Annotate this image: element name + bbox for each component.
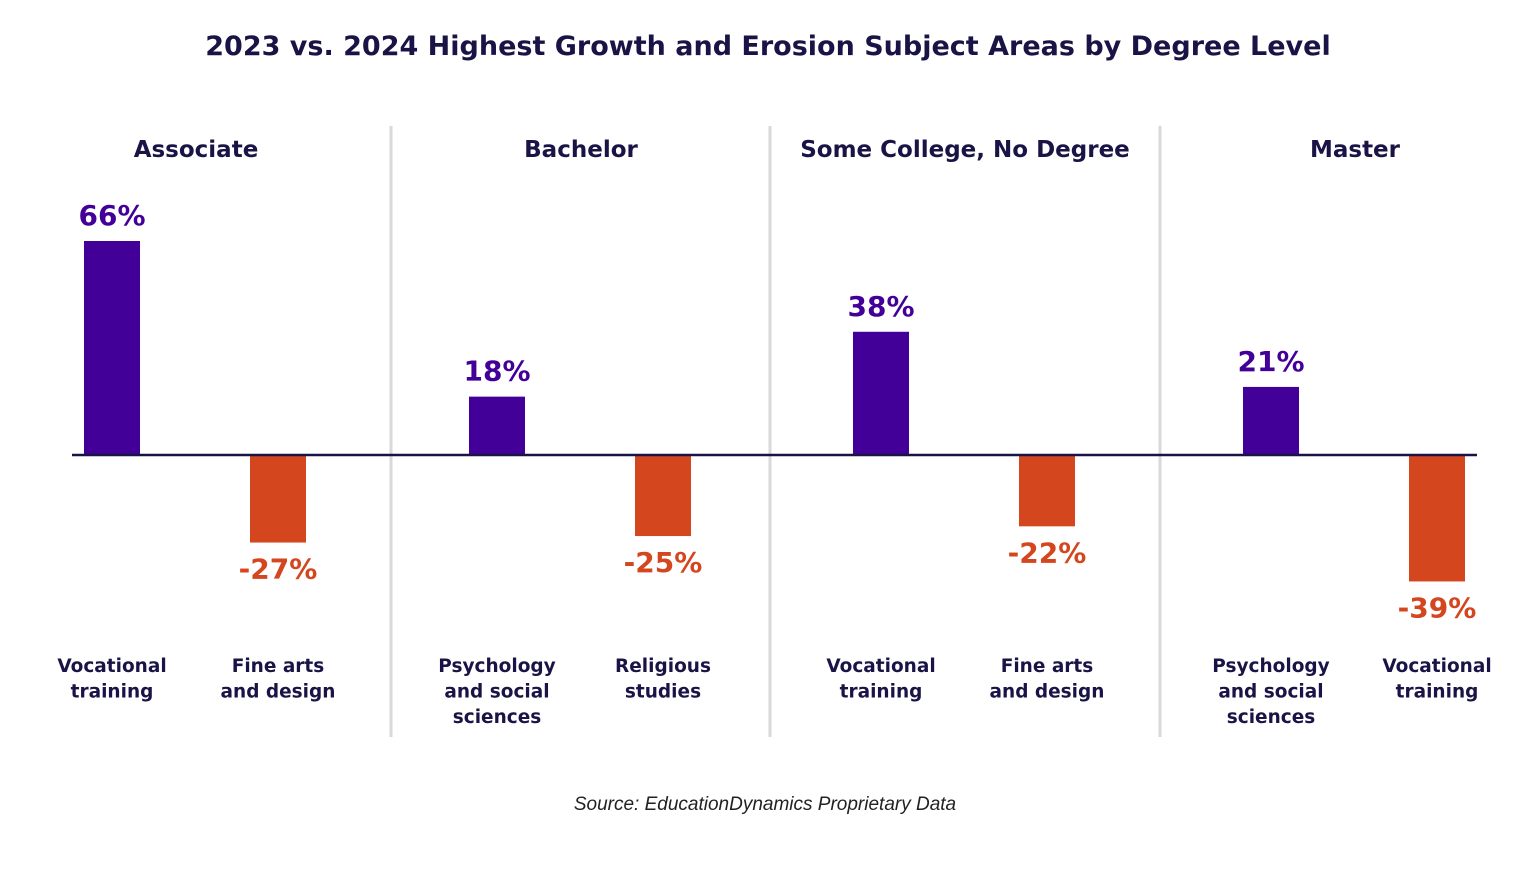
group-title: Some College, No Degree: [800, 137, 1130, 163]
category-label: Religious studies: [615, 656, 711, 703]
category-label: Psychology and social sciences: [1212, 656, 1330, 728]
data-label: 18%: [463, 355, 530, 388]
growth-bar: [469, 396, 525, 455]
growth-bar: [1243, 386, 1299, 455]
erosion-bar: [250, 455, 306, 543]
group-title: Associate: [134, 137, 259, 163]
data-label: 21%: [1237, 345, 1304, 378]
data-label: 66%: [78, 199, 145, 232]
category-label: Fine arts and design: [221, 656, 336, 703]
plot-area: Associate 66% Vocational training -27% Fine a…: [57, 126, 1492, 737]
growth-bar: [84, 241, 140, 455]
data-label: -25%: [624, 546, 703, 579]
category-label: Vocational training: [57, 656, 166, 703]
data-label: -39%: [1398, 591, 1477, 624]
erosion-bar: [635, 455, 691, 537]
erosion-bar: [1409, 455, 1465, 582]
data-label: -27%: [239, 553, 318, 586]
growth-bar: [853, 331, 909, 455]
group-title: Master: [1310, 137, 1401, 163]
category-label: Vocational training: [826, 656, 935, 703]
category-label: Psychology and social sciences: [438, 656, 556, 728]
data-label: 38%: [847, 290, 914, 323]
group-title: Bachelor: [524, 137, 638, 163]
category-label: Vocational training: [1382, 656, 1491, 703]
data-label: -22%: [1008, 536, 1087, 569]
erosion-bar: [1019, 455, 1075, 527]
source-note: Source: EducationDynamics Proprietary Da…: [574, 794, 956, 815]
category-label: Fine arts and design: [990, 656, 1105, 703]
chart-title: 2023 vs. 2024 Highest Growth and Erosion…: [205, 31, 1330, 62]
